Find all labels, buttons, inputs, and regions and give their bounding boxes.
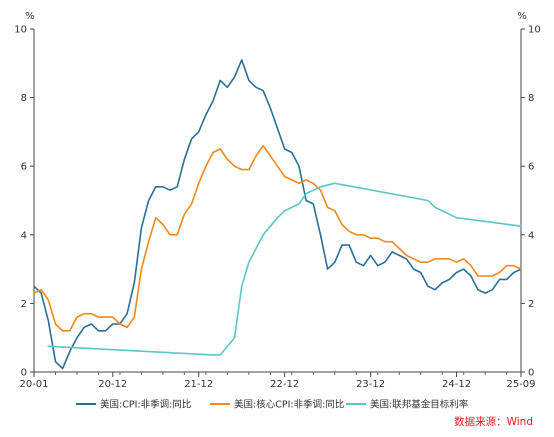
legend-label-core_cpi: 美国:核心CPI:非季调:同比 (234, 399, 344, 411)
y-tick-label-left: 0 (21, 368, 27, 379)
chart-series-layer (33, 59, 522, 370)
x-tick-label: 25-09 (506, 379, 535, 390)
series-line-cpi (33, 59, 522, 370)
x-tick-label: 20-01 (19, 379, 48, 390)
y-tick-label-left: 6 (21, 162, 27, 173)
y-axis-left-unit: % (25, 11, 35, 22)
y-tick-label-left: 4 (21, 230, 27, 241)
x-tick-label: 22-12 (270, 379, 299, 390)
chart-legend: 美国:CPI:非季调:同比 美国:核心CPI:非季调:同比 美国:联邦基金目标利率 (76, 399, 469, 411)
y-tick-label-right: 4 (528, 230, 534, 241)
series-line-core_cpi (33, 144, 522, 332)
source-note: 数据来源：Wind (454, 415, 533, 428)
series-line-fed_rate (47, 182, 522, 356)
y-tick-label-left: 8 (21, 93, 27, 104)
y-tick-label-right: 8 (528, 93, 534, 104)
legend-label-cpi: 美国:CPI:非季调:同比 (100, 399, 191, 411)
x-tick-label: 24-12 (442, 379, 471, 390)
y-tick-label-left: 2 (21, 299, 27, 310)
y-tick-label-right: 2 (528, 299, 534, 310)
chart-axes: % % 0 0 2 2 4 4 6 6 8 8 10 10 20-01 20-12 21-12 22-12 23-1… (14, 11, 540, 390)
y-tick-label-right: 10 (528, 25, 541, 36)
y-tick-label-left: 10 (14, 25, 27, 36)
y-tick-label-right: 0 (528, 368, 534, 379)
x-tick-label: 23-12 (356, 379, 385, 390)
x-tick-label: 20-12 (98, 379, 127, 390)
legend-label-fed_rate: 美国:联邦基金目标利率 (370, 399, 469, 411)
x-tick-label: 21-12 (184, 379, 213, 390)
y-axis-right-unit: % (517, 11, 527, 22)
y-tick-label-right: 6 (528, 162, 534, 173)
